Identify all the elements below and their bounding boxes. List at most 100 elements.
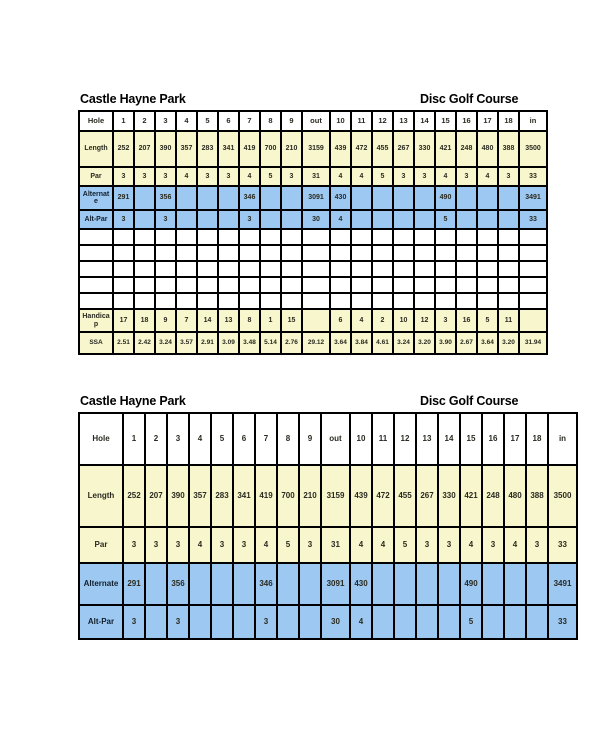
cell: 31.94 bbox=[520, 333, 548, 353]
cell: 291 bbox=[124, 564, 146, 606]
cell bbox=[177, 246, 198, 262]
cell bbox=[457, 246, 478, 262]
cell bbox=[352, 230, 373, 246]
cell: 4 bbox=[331, 211, 352, 230]
cell: 439 bbox=[351, 466, 373, 528]
cell: 18 bbox=[499, 112, 520, 132]
cell bbox=[135, 211, 156, 230]
cell bbox=[261, 246, 282, 262]
cell: 1 bbox=[114, 112, 135, 132]
row-label: Alternate bbox=[80, 564, 124, 606]
cell bbox=[198, 211, 219, 230]
cell bbox=[198, 230, 219, 246]
cell: 3 bbox=[114, 168, 135, 187]
cell: 3 bbox=[146, 528, 168, 564]
scorecard-top-body: Hole 1 2 3 4 5 6 7 8 9 out 10 11 12 13 14 15 16 17 18 in Leng… bbox=[80, 112, 548, 353]
cell bbox=[499, 187, 520, 211]
table-row bbox=[80, 294, 548, 310]
cell: 455 bbox=[395, 466, 417, 528]
cell bbox=[520, 294, 548, 310]
cell bbox=[278, 564, 300, 606]
cell: 6 bbox=[331, 310, 352, 333]
cell: 3.24 bbox=[394, 333, 415, 353]
cell: 4 bbox=[190, 528, 212, 564]
cell: 3 bbox=[417, 528, 439, 564]
cell: 31 bbox=[303, 168, 331, 187]
cell: 455 bbox=[373, 132, 394, 168]
cell: 3 bbox=[256, 606, 278, 638]
cell: 4 bbox=[351, 606, 373, 638]
cell: 4 bbox=[331, 168, 352, 187]
cell: 3159 bbox=[322, 466, 351, 528]
cell bbox=[240, 278, 261, 294]
cell bbox=[198, 278, 219, 294]
cell: 3 bbox=[499, 168, 520, 187]
cell bbox=[240, 246, 261, 262]
cell: 9 bbox=[300, 414, 322, 466]
cell bbox=[499, 211, 520, 230]
cell: 15 bbox=[282, 310, 303, 333]
cell bbox=[478, 230, 499, 246]
cell: 3 bbox=[394, 168, 415, 187]
cell bbox=[219, 187, 240, 211]
row-label bbox=[80, 262, 114, 278]
cell bbox=[352, 246, 373, 262]
cell: 248 bbox=[483, 466, 505, 528]
cell bbox=[156, 262, 177, 278]
cell: 11 bbox=[499, 310, 520, 333]
cell bbox=[373, 262, 394, 278]
cell bbox=[303, 294, 331, 310]
table-row: Alt-Par 3 3 3 30 4 5 33 bbox=[80, 211, 548, 230]
cell: 439 bbox=[331, 132, 352, 168]
cell bbox=[520, 278, 548, 294]
cell: 12 bbox=[373, 112, 394, 132]
cell bbox=[261, 278, 282, 294]
table-row: Alternate 291 356 346 3091 430 490 3491 bbox=[80, 187, 548, 211]
scorecard-top-title-row: Castle Hayne Park Disc Golf Course bbox=[78, 92, 530, 110]
cell: 480 bbox=[505, 466, 527, 528]
cell: 14 bbox=[415, 112, 436, 132]
cell bbox=[212, 564, 234, 606]
cell bbox=[352, 262, 373, 278]
cell bbox=[457, 262, 478, 278]
cell: 700 bbox=[278, 466, 300, 528]
table-row: Par 3 3 3 4 3 3 4 5 3 31 4 4 5 3 3 4 3 4 3 33 bbox=[80, 168, 548, 187]
cell: 8 bbox=[240, 310, 261, 333]
course-type: Disc Golf Course bbox=[420, 394, 519, 408]
cell: 356 bbox=[168, 564, 190, 606]
cell: 2.51 bbox=[114, 333, 135, 353]
cell bbox=[331, 278, 352, 294]
cell bbox=[373, 211, 394, 230]
cell bbox=[394, 211, 415, 230]
cell bbox=[352, 294, 373, 310]
cell bbox=[483, 606, 505, 638]
cell bbox=[373, 606, 395, 638]
cell: 3 bbox=[168, 414, 190, 466]
cell: 31 bbox=[322, 528, 351, 564]
cell bbox=[212, 606, 234, 638]
cell bbox=[219, 211, 240, 230]
cell bbox=[282, 230, 303, 246]
cell: 8 bbox=[261, 112, 282, 132]
cell bbox=[282, 278, 303, 294]
row-label: Hole bbox=[80, 112, 114, 132]
row-label: Par bbox=[80, 528, 124, 564]
cell: 8 bbox=[278, 414, 300, 466]
cell: 33 bbox=[549, 606, 578, 638]
cell bbox=[457, 211, 478, 230]
cell bbox=[436, 294, 457, 310]
cell: 283 bbox=[212, 466, 234, 528]
cell: 5 bbox=[261, 168, 282, 187]
cell: out bbox=[322, 414, 351, 466]
cell bbox=[156, 246, 177, 262]
cell: 10 bbox=[331, 112, 352, 132]
cell bbox=[352, 211, 373, 230]
cell: 3 bbox=[168, 528, 190, 564]
cell bbox=[373, 294, 394, 310]
cell: 3 bbox=[212, 528, 234, 564]
cell: 207 bbox=[146, 466, 168, 528]
cell bbox=[146, 564, 168, 606]
cell: 430 bbox=[351, 564, 373, 606]
cell bbox=[457, 230, 478, 246]
